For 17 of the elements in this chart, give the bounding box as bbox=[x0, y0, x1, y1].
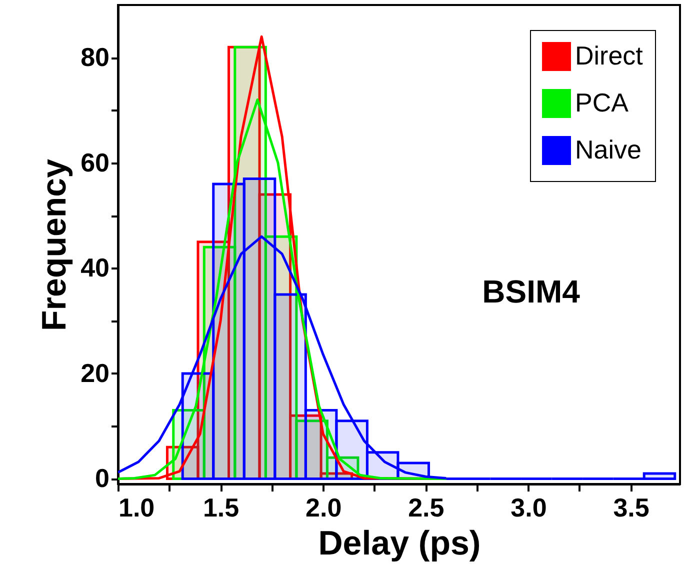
x-tick-label: 1.0 bbox=[118, 492, 155, 522]
y-tick-label: 60 bbox=[80, 147, 110, 178]
legend-label: PCA bbox=[575, 88, 630, 118]
y-tick-label: 0 bbox=[95, 463, 110, 494]
y-tick-label: 80 bbox=[80, 42, 110, 72]
legend-label: Naive bbox=[575, 134, 642, 164]
x-tick-label: 3.5 bbox=[613, 492, 650, 522]
x-tick-label: 3.0 bbox=[510, 492, 547, 522]
x-axis-title: Delay (ps) bbox=[318, 524, 481, 562]
x-tick-label: 2.0 bbox=[306, 492, 342, 522]
x-tick-label: 2.5 bbox=[408, 492, 444, 522]
x-tick-label: 1.5 bbox=[202, 492, 240, 522]
y-tick-label: 20 bbox=[80, 358, 110, 388]
y-axis-title: Frequency bbox=[36, 158, 74, 331]
y-tick-label: 40 bbox=[80, 252, 110, 283]
annotation: BSIM4 bbox=[482, 273, 580, 310]
legend-label: Direct bbox=[575, 40, 644, 70]
